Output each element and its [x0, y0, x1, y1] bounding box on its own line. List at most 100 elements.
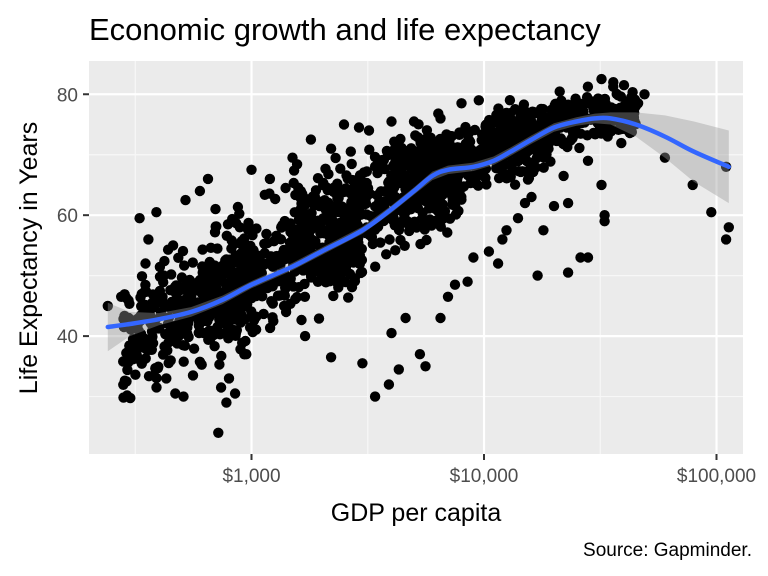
- data-point: [268, 261, 279, 272]
- data-point: [519, 197, 531, 209]
- data-point: [596, 179, 607, 191]
- data-point: [319, 259, 330, 270]
- data-point: [187, 370, 199, 381]
- data-point: [299, 291, 311, 302]
- data-point: [127, 354, 139, 365]
- data-point: [332, 193, 343, 204]
- data-point: [473, 180, 484, 191]
- data-point: [297, 265, 309, 276]
- data-point: [140, 299, 151, 311]
- data-point: [299, 278, 310, 290]
- data-point: [341, 170, 352, 181]
- data-point: [305, 134, 317, 145]
- data-point: [353, 122, 365, 133]
- data-point: [386, 327, 397, 339]
- data-point: [390, 245, 401, 256]
- data-point: [293, 214, 305, 225]
- data-point: [381, 249, 392, 260]
- data-point: [416, 152, 428, 164]
- data-point: [118, 392, 129, 403]
- data-point: [296, 314, 307, 326]
- data-point: [618, 80, 630, 91]
- data-point: [400, 312, 411, 324]
- data-point: [565, 135, 576, 146]
- data-point: [384, 234, 395, 245]
- data-point: [549, 108, 560, 119]
- data-point: [154, 322, 165, 334]
- data-point: [319, 213, 330, 224]
- data-point: [473, 95, 484, 106]
- data-point: [491, 161, 503, 172]
- data-point: [226, 243, 237, 254]
- x-axis-title: GDP per capita: [331, 499, 502, 527]
- data-point: [515, 109, 526, 120]
- data-point: [265, 277, 277, 289]
- data-point: [246, 164, 257, 175]
- data-point: [558, 170, 569, 182]
- data-point: [420, 361, 431, 372]
- data-point: [582, 252, 594, 263]
- data-point: [537, 111, 548, 123]
- data-point: [505, 129, 516, 141]
- data-point: [331, 222, 342, 233]
- data-point: [504, 95, 516, 106]
- data-point: [116, 291, 127, 302]
- data-point: [214, 359, 225, 370]
- data-point: [632, 98, 644, 109]
- data-point: [433, 157, 444, 168]
- data-point: [261, 228, 272, 240]
- data-point: [408, 116, 420, 127]
- data-point: [411, 161, 422, 172]
- data-point: [490, 127, 501, 139]
- data-point: [121, 376, 132, 387]
- data-point: [161, 373, 172, 384]
- data-point: [588, 102, 599, 113]
- data-point: [154, 297, 165, 308]
- data-point: [338, 119, 350, 130]
- data-point: [639, 89, 650, 100]
- data-point: [234, 208, 245, 219]
- data-point: [134, 213, 145, 224]
- data-point: [538, 225, 549, 236]
- data-point: [570, 93, 581, 104]
- data-point: [148, 370, 159, 381]
- data-point: [396, 142, 407, 154]
- data-point: [136, 288, 147, 300]
- data-point: [526, 191, 537, 203]
- data-point: [196, 359, 207, 370]
- data-point: [332, 178, 343, 189]
- data-point: [151, 382, 162, 393]
- data-point: [268, 315, 279, 327]
- data-point: [353, 251, 365, 262]
- data-point: [247, 230, 258, 241]
- data-point: [435, 312, 446, 324]
- data-point: [306, 272, 317, 283]
- data-point: [509, 179, 521, 190]
- data-point: [250, 324, 262, 335]
- data-point: [562, 267, 574, 278]
- data-point: [393, 364, 404, 375]
- data-point: [687, 179, 698, 191]
- data-point: [419, 224, 430, 235]
- data-point: [456, 146, 467, 158]
- data-point: [414, 349, 426, 360]
- caption: Source: Gapminder.: [583, 540, 752, 561]
- data-point: [259, 259, 270, 270]
- data-point: [444, 135, 455, 146]
- data-point: [242, 222, 254, 233]
- data-point: [447, 199, 458, 210]
- data-point: [440, 186, 451, 197]
- data-point: [194, 185, 206, 197]
- data-point: [215, 382, 227, 393]
- data-point: [605, 126, 617, 137]
- data-point: [335, 163, 346, 174]
- data-point: [151, 207, 162, 218]
- data-point: [130, 369, 141, 380]
- data-point: [235, 248, 247, 259]
- data-point: [210, 203, 221, 215]
- data-point: [179, 260, 190, 271]
- data-point: [157, 349, 169, 360]
- data-point: [102, 300, 114, 312]
- data-point: [538, 162, 549, 173]
